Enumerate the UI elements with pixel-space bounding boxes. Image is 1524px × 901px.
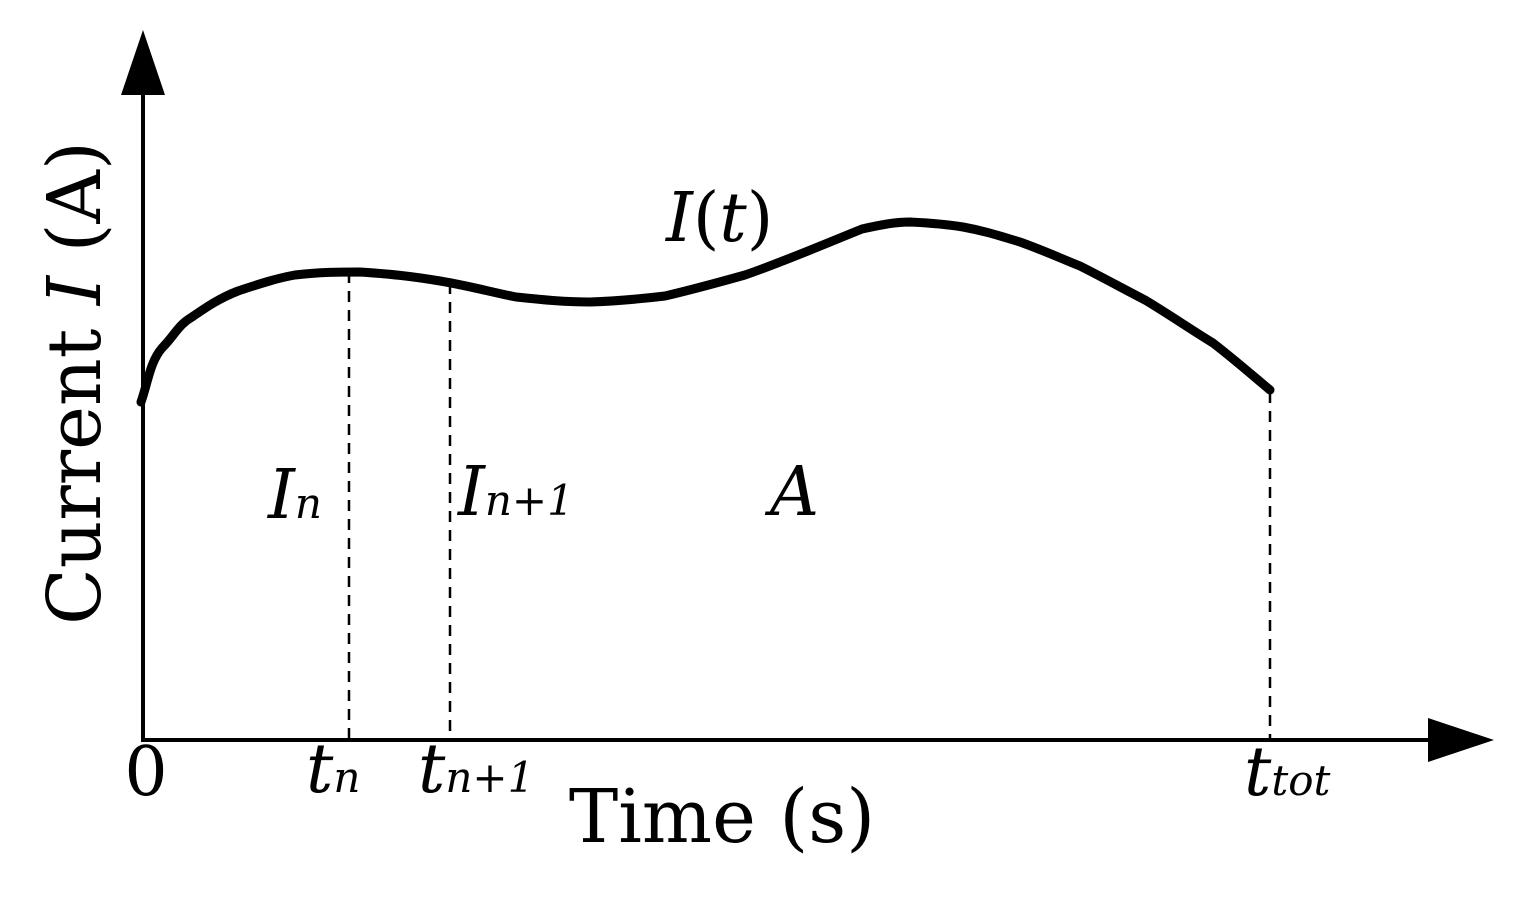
x-axis-title: Time (s) <box>569 774 875 860</box>
tick-label-origin: 0 <box>124 733 167 812</box>
curve-label-close: ) <box>747 179 774 258</box>
tick-label-tn1-sub: n+1 <box>445 753 534 802</box>
y-axis-arrowhead <box>121 30 165 95</box>
area-label: A <box>764 453 819 532</box>
sample-label-In1: In+1 <box>456 453 574 532</box>
sample-label-In: In <box>266 456 322 535</box>
y-axis-title-prefix: Current <box>32 305 118 625</box>
curve-label-open: ( <box>693 179 720 258</box>
tick-label-tn-base: t <box>306 730 334 809</box>
tick-label-ttot: ttot <box>1244 733 1330 812</box>
y-axis-title-suffix: (A) <box>32 141 118 276</box>
tick-label-tn1: tn+1 <box>418 730 534 809</box>
tick-label-ttot-base: t <box>1244 733 1272 812</box>
tick-label-tn-sub: n <box>333 753 360 802</box>
curve-label-symbol: I <box>664 179 694 258</box>
sample-label-In-base: I <box>266 456 296 535</box>
x-axis-arrowhead <box>1428 718 1494 762</box>
tick-label-tn: tn <box>306 730 360 809</box>
sample-label-In1-base: I <box>456 453 486 532</box>
y-axis-title-symbol: I <box>32 274 118 307</box>
tick-label-tn1-base: t <box>418 730 446 809</box>
curve-label-variable: t <box>719 179 747 258</box>
tick-label-ttot-sub: tot <box>1271 756 1330 805</box>
sample-label-In1-sub: n+1 <box>485 476 574 525</box>
sample-label-In-sub: n <box>295 479 322 528</box>
y-axis-title: Current I (A) <box>32 141 118 625</box>
current-curve <box>136 217 1275 407</box>
curve-label: I(t) <box>664 179 773 258</box>
